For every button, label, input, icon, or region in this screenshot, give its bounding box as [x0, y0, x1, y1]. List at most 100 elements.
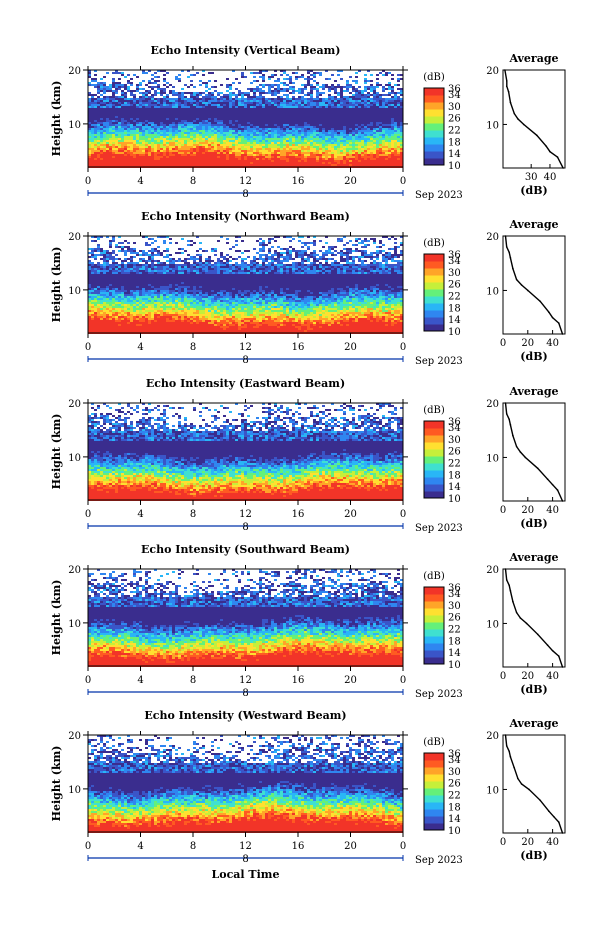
heatmap-cell — [211, 124, 214, 126]
heatmap-cell — [289, 88, 292, 90]
heatmap-cell — [367, 142, 370, 144]
heatmap-cell — [190, 100, 193, 102]
heatmap-cell — [373, 148, 376, 150]
heatmap-cell — [241, 124, 244, 126]
heatmap-cell — [106, 104, 109, 106]
heatmap-cell — [145, 154, 148, 156]
heatmap-cell — [184, 156, 187, 158]
heatmap-cell — [394, 120, 397, 122]
heatmap-cell — [379, 114, 382, 116]
heatmap-cell — [328, 116, 331, 118]
heatmap-cell — [337, 144, 340, 146]
heatmap-cell — [211, 96, 214, 98]
heatmap-cell — [223, 108, 226, 110]
heatmap-cell — [298, 110, 301, 112]
heatmap-cell — [94, 84, 97, 86]
heatmap-cell — [394, 114, 397, 116]
heatmap-cell — [202, 144, 205, 146]
heatmap-cell — [265, 120, 268, 122]
heatmap-cell — [232, 144, 235, 146]
heatmap-cell — [265, 114, 268, 116]
heatmap-cell — [316, 260, 319, 262]
heatmap-cell — [280, 120, 283, 122]
heatmap-cell — [121, 260, 124, 262]
heatmap-cell — [109, 244, 112, 246]
heatmap-cell — [112, 130, 115, 132]
heatmap-cell — [205, 140, 208, 142]
heatmap-cell — [340, 122, 343, 124]
heatmap-cell — [277, 132, 280, 134]
heatmap-cell — [166, 134, 169, 136]
heatmap-cell — [304, 78, 307, 80]
heatmap-cell — [382, 94, 385, 96]
heatmap-cell — [334, 154, 337, 156]
heatmap-cell — [100, 122, 103, 124]
heatmap-cell — [340, 154, 343, 156]
heatmap-cell — [259, 242, 262, 244]
heatmap-cell — [397, 148, 400, 150]
heatmap-cell — [316, 122, 319, 124]
heatmap-cell — [250, 102, 253, 104]
heatmap-cell — [220, 102, 223, 104]
heatmap-cell — [193, 138, 196, 140]
heatmap-cell — [358, 136, 361, 138]
heatmap-cell — [178, 132, 181, 134]
heatmap-cell — [400, 126, 403, 128]
heatmap-cell — [376, 134, 379, 136]
heatmap-cell — [313, 154, 316, 156]
heatmap-cell — [160, 126, 163, 128]
colorbar-tick-label: 18 — [448, 137, 461, 148]
heatmap-cell — [391, 100, 394, 102]
heatmap-cell — [91, 78, 94, 80]
heatmap-cell — [187, 142, 190, 144]
heatmap-cell — [331, 98, 334, 100]
heatmap-cell — [313, 72, 316, 74]
heatmap-cell — [385, 152, 388, 154]
heatmap-cell — [349, 252, 352, 254]
heatmap-cell — [277, 78, 280, 80]
heatmap-cell — [256, 138, 259, 140]
heatmap-cell — [370, 118, 373, 120]
heatmap-cell — [238, 138, 241, 140]
heatmap-cell — [373, 242, 376, 244]
heatmap-cell — [211, 158, 214, 160]
heatmap-cell — [265, 110, 268, 112]
heatmap-cell — [196, 98, 199, 100]
heatmap-cell — [100, 252, 103, 254]
heatmap-cell — [307, 160, 310, 162]
heatmap-cell — [247, 164, 250, 166]
heatmap-cell — [313, 98, 316, 100]
heatmap-cell — [97, 136, 100, 138]
heatmap-cell — [247, 140, 250, 142]
heatmap-cell — [259, 152, 262, 154]
heatmap-cell — [130, 140, 133, 142]
heatmap-cell — [325, 78, 328, 80]
heatmap-cell — [400, 144, 403, 146]
heatmap-cell — [160, 118, 163, 120]
heatmap-cell — [268, 102, 271, 104]
heatmap-cell — [397, 116, 400, 118]
heatmap-cell — [100, 138, 103, 140]
heatmap-cell — [133, 130, 136, 132]
heatmap-cell — [145, 142, 148, 144]
heatmap-cell — [169, 104, 172, 106]
heatmap-cell — [382, 138, 385, 140]
heatmap-cell — [280, 88, 283, 90]
heatmap-cell — [304, 122, 307, 124]
heatmap-cell — [301, 84, 304, 86]
heatmap-cell — [364, 108, 367, 110]
heatmap-cell — [289, 106, 292, 108]
heatmap-cell — [358, 118, 361, 120]
heatmap-cell — [307, 110, 310, 112]
heatmap-cell — [130, 92, 133, 94]
heatmap-cell — [169, 120, 172, 122]
heatmap-cell — [238, 150, 241, 152]
heatmap-cell — [118, 250, 121, 252]
heatmap-cell — [343, 124, 346, 126]
heatmap-cell — [229, 86, 232, 88]
heatmap-cell — [289, 126, 292, 128]
heatmap-cell — [400, 114, 403, 116]
heatmap-cell — [307, 104, 310, 106]
heatmap-cell — [124, 158, 127, 160]
heatmap-cell — [247, 152, 250, 154]
